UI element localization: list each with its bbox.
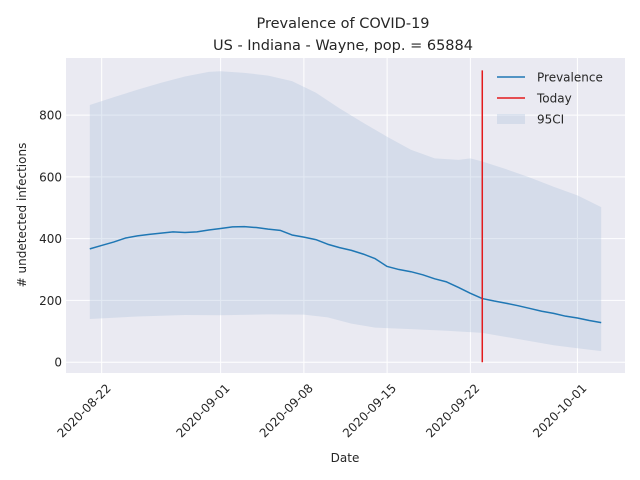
ci-band-area — [89, 71, 602, 352]
grid-lines — [66, 58, 625, 373]
legend-swatch — [497, 114, 525, 124]
chart-title: Prevalence of COVID-19 — [256, 16, 429, 32]
y-tick-label: 600 — [39, 170, 62, 184]
x-tick-label: 2020-09-15 — [340, 381, 399, 440]
legend: Prevalence Today 95CI — [497, 71, 603, 127]
chart-subtitle: US - Indiana - Wayne, pop. = 65884 — [213, 38, 473, 54]
x-tick-label: 2020-10-01 — [530, 381, 589, 440]
series-line-0 — [89, 225, 602, 324]
series-lines — [89, 70, 602, 363]
x-tick-label: 2020-08-22 — [55, 381, 114, 440]
y-tick-label: 0 — [54, 356, 62, 370]
x-tick-label: 2020-09-01 — [173, 381, 232, 440]
x-tick-label: 2020-09-22 — [423, 381, 482, 440]
plot-area — [66, 58, 625, 373]
x-tick-label: 2020-09-08 — [257, 381, 316, 440]
legend-label: Prevalence — [537, 71, 603, 85]
y-tick-label: 400 — [39, 232, 62, 246]
legend-label: 95CI — [537, 113, 564, 127]
legend-label: Today — [536, 92, 572, 106]
y-tick-label: 200 — [39, 294, 62, 308]
y-axis-label: # undetected infections — [15, 143, 29, 288]
y-tick-label: 800 — [39, 109, 62, 123]
confidence-band — [89, 71, 602, 352]
x-axis-label: Date — [331, 451, 360, 465]
